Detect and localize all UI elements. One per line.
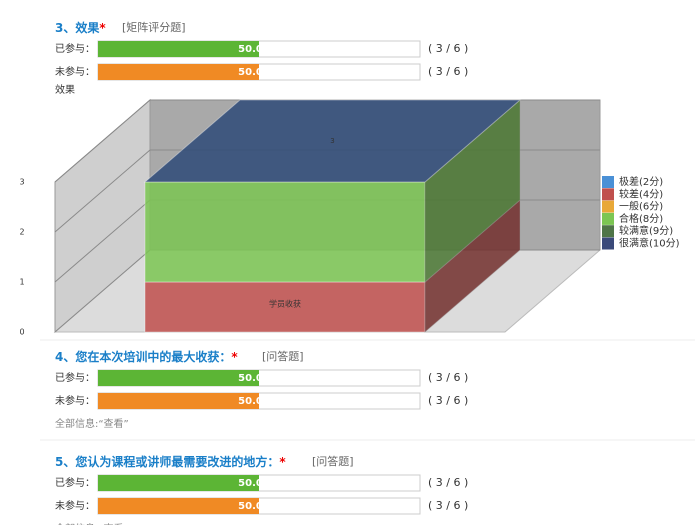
legend-label: 一般(6分) xyxy=(619,200,663,213)
row-label: 已参与： xyxy=(55,476,95,489)
legend-swatch xyxy=(602,200,614,213)
all-info: 全部信息:“查看” xyxy=(55,522,129,525)
legend-swatch xyxy=(602,212,614,225)
progress-bar xyxy=(98,41,259,57)
bar-segment xyxy=(144,198,521,334)
row-label: 未参与： xyxy=(55,65,95,78)
row-label: 未参与： xyxy=(55,499,95,512)
bar-top xyxy=(143,99,522,183)
y-tick-label: 1 xyxy=(19,278,24,287)
progress-bar xyxy=(98,64,259,80)
bar-front xyxy=(144,181,426,283)
row-label: 已参与： xyxy=(55,42,95,55)
row-label: 未参与： xyxy=(55,394,95,407)
progress-percent: 50.00% xyxy=(238,478,280,489)
progress-count: ( 3 / 6 ) xyxy=(428,394,468,407)
question-number: 4、 xyxy=(55,350,75,364)
legend-label: 合格(8分) xyxy=(619,212,663,225)
progress-count: ( 3 / 6 ) xyxy=(428,65,468,78)
y-tick-label: 2 xyxy=(19,228,24,237)
y-tick-label: 0 xyxy=(19,328,24,337)
progress-count: ( 3 / 6 ) xyxy=(428,371,468,384)
legend-label: 较差(4分) xyxy=(619,187,663,200)
all-info: 全部信息:“查看” xyxy=(55,417,129,430)
row-label: 已参与： xyxy=(55,371,95,384)
required-mark: * xyxy=(279,455,286,469)
progress-percent: 50.00% xyxy=(238,44,280,55)
progress-percent: 50.00% xyxy=(238,396,280,407)
legend-label: 很满意(10分) xyxy=(619,237,680,250)
question-type: [问答题] xyxy=(262,349,304,363)
question-title: 5、您认为课程或讲师最需要改进的地方：* xyxy=(55,454,286,469)
question-title: 3、效果* xyxy=(55,20,106,35)
question-type: [矩阵评分题] xyxy=(122,20,186,34)
question-number: 3、 xyxy=(55,21,75,35)
legend-swatch xyxy=(602,176,614,188)
progress-percent: 50.00% xyxy=(238,501,280,512)
question-text: 您认为课程或讲师最需要改进的地方： xyxy=(75,454,279,469)
x-category-label: 学员收获 xyxy=(269,299,301,309)
progress-bar xyxy=(98,393,259,409)
question-number: 5、 xyxy=(55,455,75,469)
progress-count: ( 3 / 6 ) xyxy=(428,42,468,55)
legend-label: 极差(2分) xyxy=(619,175,663,188)
progress-percent: 50.00% xyxy=(238,373,280,384)
progress-count: ( 3 / 6 ) xyxy=(428,476,468,489)
progress-count: ( 3 / 6 ) xyxy=(428,499,468,512)
total-label: 3 xyxy=(330,137,334,145)
progress-bar xyxy=(98,370,259,386)
question-text: 效果 xyxy=(75,20,99,35)
y-tick-label: 3 xyxy=(19,178,24,187)
legend-swatch xyxy=(602,188,614,201)
required-mark: * xyxy=(99,21,106,35)
legend-swatch xyxy=(602,237,614,250)
chart-title: 效果 xyxy=(55,83,75,96)
legend-label: 较满意(9分) xyxy=(619,224,673,237)
progress-bar xyxy=(98,498,259,514)
question-type: [问答题] xyxy=(312,454,354,468)
legend-swatch xyxy=(602,225,614,238)
question-title: 4、您在本次培训中的最大收获：* xyxy=(55,349,238,364)
progress-bar xyxy=(98,475,259,491)
required-mark: * xyxy=(231,350,238,364)
progress-percent: 50.00% xyxy=(238,67,280,78)
bar-segment xyxy=(144,98,521,284)
question-text: 您在本次培训中的最大收获： xyxy=(75,349,231,364)
